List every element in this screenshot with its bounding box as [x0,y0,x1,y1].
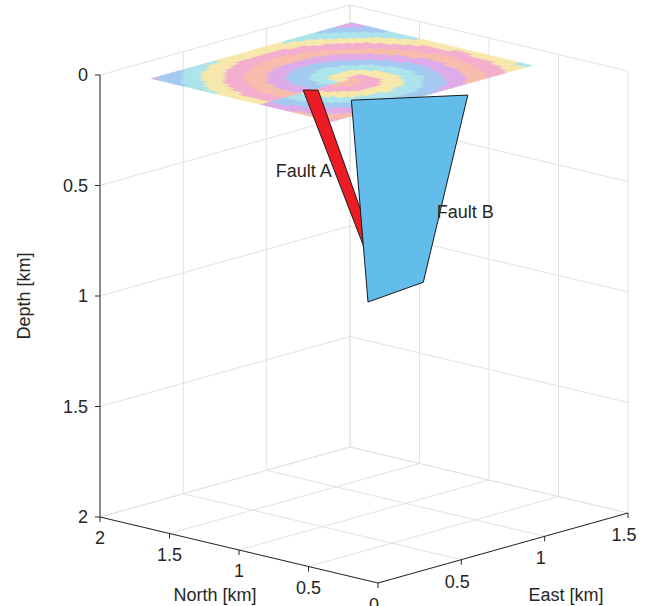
svg-text:0: 0 [78,65,88,85]
svg-text:0: 0 [369,595,379,606]
svg-text:Fault B: Fault B [437,202,494,222]
svg-text:1: 1 [536,548,546,568]
svg-text:2: 2 [95,528,105,548]
svg-text:2: 2 [78,507,88,527]
svg-text:Fault A: Fault A [276,161,332,181]
svg-text:0.5: 0.5 [445,572,470,592]
svg-text:0.5: 0.5 [296,578,321,598]
svg-text:Depth [km]: Depth [km] [14,252,34,339]
svg-text:1: 1 [234,561,244,581]
svg-text:1.5: 1.5 [157,545,182,565]
svg-text:1.5: 1.5 [611,525,636,545]
svg-text:1: 1 [78,286,88,306]
svg-text:0.5: 0.5 [63,176,88,196]
svg-text:East [km]: East [km] [528,585,603,605]
svg-text:North [km]: North [km] [173,585,256,605]
svg-text:1.5: 1.5 [63,397,88,417]
